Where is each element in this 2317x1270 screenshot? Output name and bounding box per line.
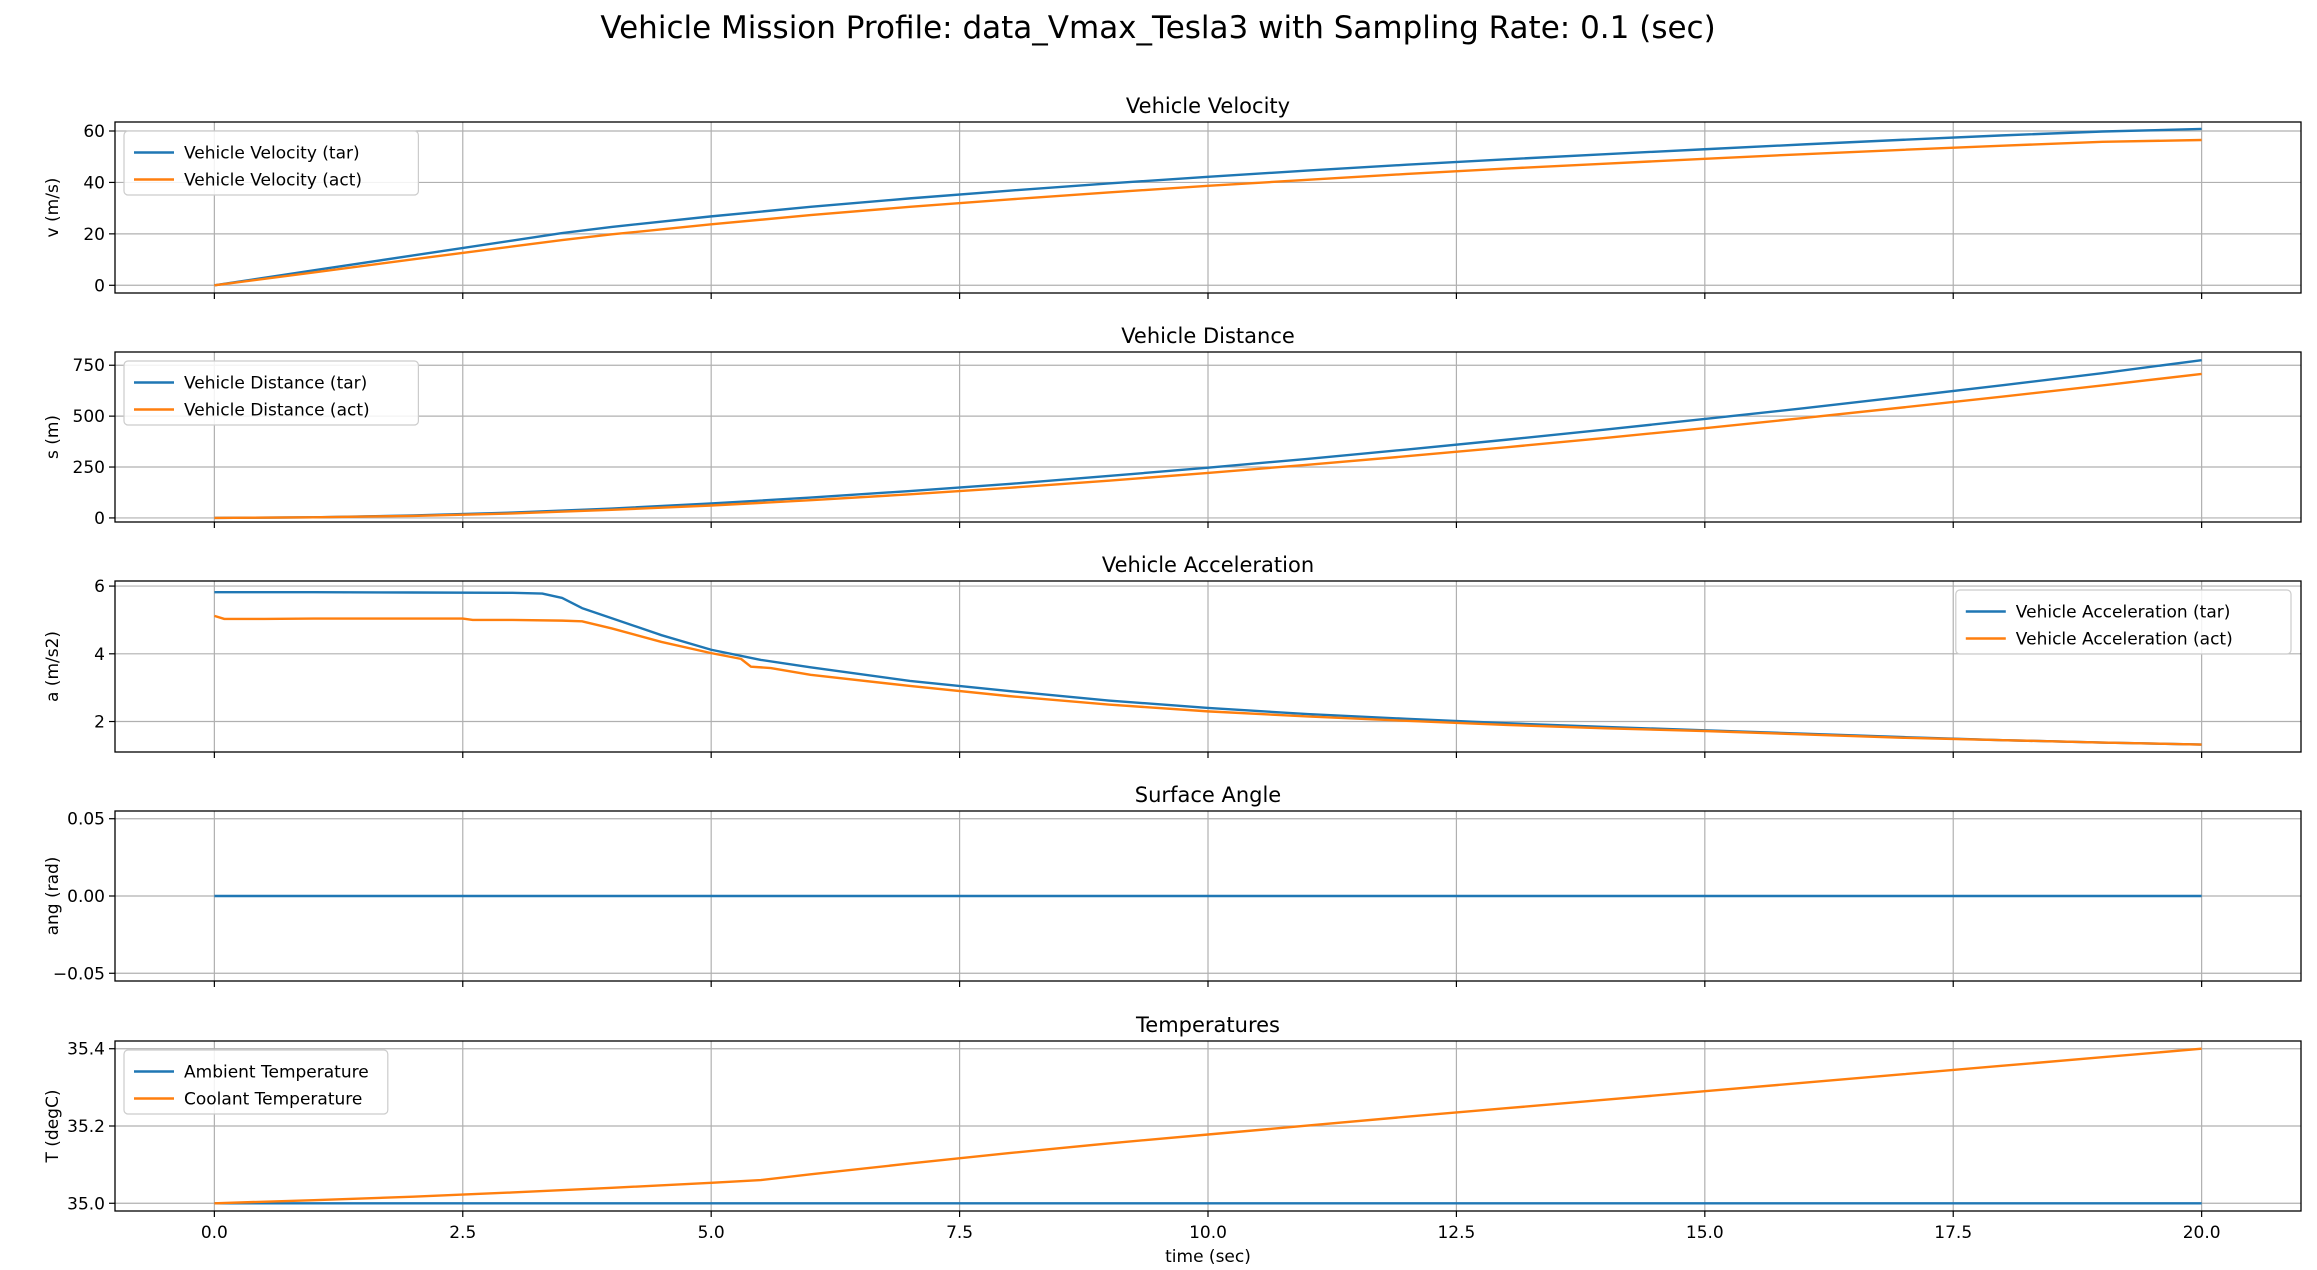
y-tick-label: 60	[83, 122, 105, 142]
legend: Vehicle Distance (tar) Vehicle Distance (…	[123, 360, 419, 426]
x-tick-label: 10.0	[1189, 1223, 1227, 1243]
y-tick-label: 0	[94, 509, 105, 529]
y-axis-label: T (degC)	[43, 1090, 63, 1164]
x-tick-label: 12.5	[1437, 1223, 1475, 1243]
y-tick-label: 40	[83, 173, 105, 193]
legend-entry: Vehicle Acceleration (tar)	[2016, 603, 2231, 623]
legend: Ambient Temperature Coolant Temperature	[123, 1049, 389, 1115]
x-tick-label: 17.5	[1934, 1223, 1972, 1243]
legend-entry: Vehicle Velocity (tar)	[184, 144, 360, 164]
legend-entry: Ambient Temperature	[184, 1063, 369, 1083]
legend-box	[123, 360, 419, 426]
y-tick-label: 35.2	[67, 1117, 105, 1137]
y-axis-label: v (m/s)	[43, 178, 63, 238]
x-tick-label: 15.0	[1686, 1223, 1724, 1243]
subplot-title: Surface Angle	[1135, 783, 1281, 807]
y-tick-label: −0.05	[53, 964, 105, 984]
y-axis-label: a (m/s2)	[43, 631, 63, 702]
y-tick-label: 250	[73, 458, 105, 478]
subplot-4: −0.05 0.00 0.05 Surface Angle ang (rad)	[43, 783, 2302, 987]
legend: Vehicle Velocity (tar) Vehicle Velocity (…	[123, 130, 419, 196]
x-tick-label: 20.0	[2183, 1223, 2221, 1243]
series-line-1	[214, 127, 2202, 287]
legend: Vehicle Acceleration (tar) Vehicle Accele…	[1955, 589, 2292, 655]
y-tick-label: 500	[73, 407, 105, 427]
y-tick-label: 4	[94, 645, 105, 665]
series-line-2	[214, 1047, 2202, 1205]
x-tick-label: 2.5	[449, 1223, 476, 1243]
y-tick-label: 6	[94, 577, 105, 597]
subplot-5: 35.0 35.2 35.4 0.0 2.5 5.0 7.5 10.0 12.5 15.0 17.5…	[43, 1013, 2302, 1243]
legend-box	[1955, 589, 2292, 655]
x-axis-label: time (sec)	[1165, 1247, 1251, 1267]
y-tick-label: 35.0	[67, 1194, 105, 1214]
legend-box	[123, 130, 419, 196]
subplot-2: 0 250 500 750 Vehicle Distance s (m) Vehicle D…	[43, 324, 2302, 529]
subplot-title: Temperatures	[1135, 1013, 1280, 1037]
x-tick-label: 5.0	[698, 1223, 725, 1243]
subplot-1: 0 20 40 60 Vehicle Velocity v (m/s) Vehicle Ve…	[43, 94, 2302, 299]
x-tick-label: 0.0	[201, 1223, 228, 1243]
subplot-title: Vehicle Acceleration	[1102, 553, 1314, 577]
subplot-3: 2 4 6 Vehicle Acceleration a (m/s2) Vehicle A…	[43, 553, 2302, 758]
x-tick-label: 7.5	[946, 1223, 973, 1243]
y-tick-label: 0.00	[67, 887, 105, 907]
y-tick-label: 2	[94, 713, 105, 733]
figure-title: Vehicle Mission Profile: data_Vmax_Tesla…	[600, 10, 1715, 46]
legend-box	[123, 1049, 389, 1115]
y-tick-label: 20	[83, 225, 105, 245]
legend-entry: Vehicle Acceleration (act)	[2016, 630, 2233, 650]
y-axis-label: s (m)	[43, 415, 63, 459]
y-tick-label: 0	[94, 276, 105, 296]
series-line-2	[214, 372, 2202, 520]
legend-entry: Vehicle Distance (tar)	[184, 374, 367, 394]
series-line-2	[214, 614, 2202, 746]
subplot-title: Vehicle Distance	[1121, 324, 1295, 348]
subplot-title: Vehicle Velocity	[1126, 94, 1290, 118]
legend-entry: Coolant Temperature	[184, 1090, 362, 1110]
legend-entry: Vehicle Distance (act)	[184, 401, 370, 421]
y-tick-label: 0.05	[67, 810, 105, 830]
y-tick-label: 35.4	[67, 1040, 105, 1060]
y-tick-label: 750	[73, 356, 105, 376]
legend-entry: Vehicle Velocity (act)	[184, 171, 362, 191]
y-axis-label: ang (rad)	[43, 857, 63, 936]
series-line-2	[214, 138, 2202, 287]
